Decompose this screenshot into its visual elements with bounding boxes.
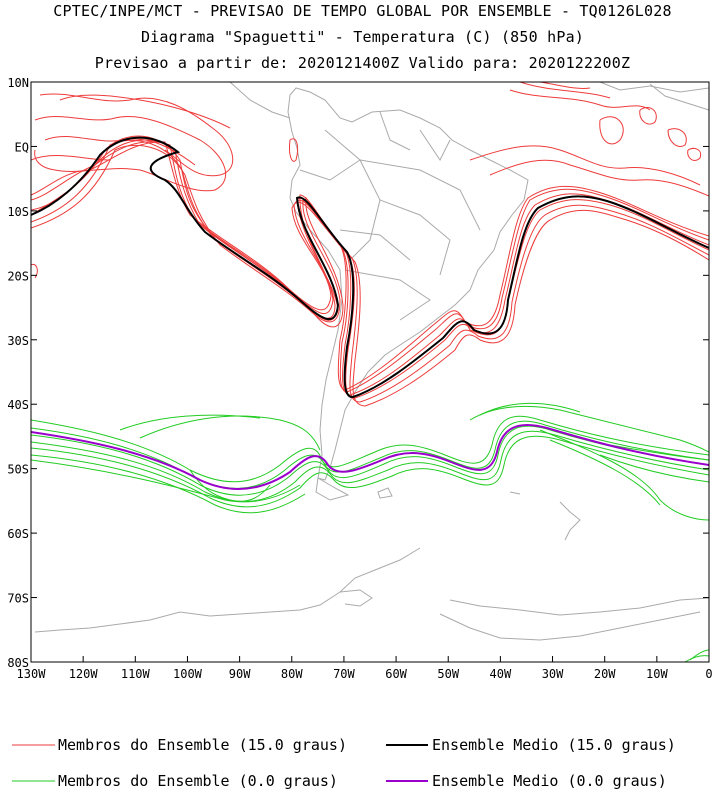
legend-mean-15: Ensemble Medio (15.0 graus) bbox=[432, 736, 676, 754]
lon-label: 40W bbox=[490, 667, 512, 681]
lat-label: 40S bbox=[7, 398, 29, 412]
lon-label: 0 bbox=[705, 667, 712, 681]
lon-label: 60W bbox=[385, 667, 407, 681]
legend-mean-0: Ensemble Medio (0.0 graus) bbox=[432, 772, 667, 790]
lon-label: 70W bbox=[333, 667, 355, 681]
lon-label: 130W bbox=[17, 667, 47, 681]
title-line-2: Diagrama "Spaguetti" - Temperatura (C) (… bbox=[140, 28, 585, 46]
lat-label: 70S bbox=[7, 592, 29, 606]
members-0-lines bbox=[31, 402, 709, 662]
lon-label: 100W bbox=[173, 667, 203, 681]
lat-label: 50S bbox=[7, 463, 29, 477]
title-line-1: CPTEC/INPE/MCT - PREVISAO DE TEMPO GLOBA… bbox=[53, 2, 672, 20]
lat-label: 10N bbox=[7, 76, 29, 90]
latitude-axis: 10N EQ 10S 20S 30S 40S 50S 60S 70S 80S bbox=[7, 76, 709, 670]
title-line-3: Previsao a partir de: 2020121400Z Valido… bbox=[94, 54, 631, 72]
lon-label: 30W bbox=[542, 667, 564, 681]
lon-label: 110W bbox=[121, 667, 151, 681]
lon-label: 120W bbox=[69, 667, 99, 681]
lon-label: 90W bbox=[229, 667, 251, 681]
lon-label: 10W bbox=[646, 667, 668, 681]
lon-label: 20W bbox=[594, 667, 616, 681]
coastlines bbox=[34, 82, 709, 641]
members-15-lines bbox=[31, 82, 709, 407]
lat-label: 30S bbox=[7, 334, 29, 348]
lon-label: 50W bbox=[437, 667, 459, 681]
lat-label: 80S bbox=[7, 656, 29, 670]
mean-0-line bbox=[31, 424, 709, 490]
plot-frame bbox=[30, 81, 710, 663]
lon-label: 80W bbox=[281, 667, 303, 681]
lat-label: 10S bbox=[7, 205, 29, 219]
longitude-axis: 130W 120W 110W 100W 90W 80W 70W 60W 50W 40W 30W 20W… bbox=[17, 656, 713, 681]
lat-label: 20S bbox=[7, 269, 29, 283]
lat-label: 60S bbox=[7, 527, 29, 541]
lat-label: EQ bbox=[15, 140, 29, 154]
legend-members-15: Membros do Ensemble (15.0 graus) bbox=[58, 736, 347, 754]
mean-15-line bbox=[31, 136, 709, 398]
legend-members-0: Membros do Ensemble (0.0 graus) bbox=[58, 772, 338, 790]
